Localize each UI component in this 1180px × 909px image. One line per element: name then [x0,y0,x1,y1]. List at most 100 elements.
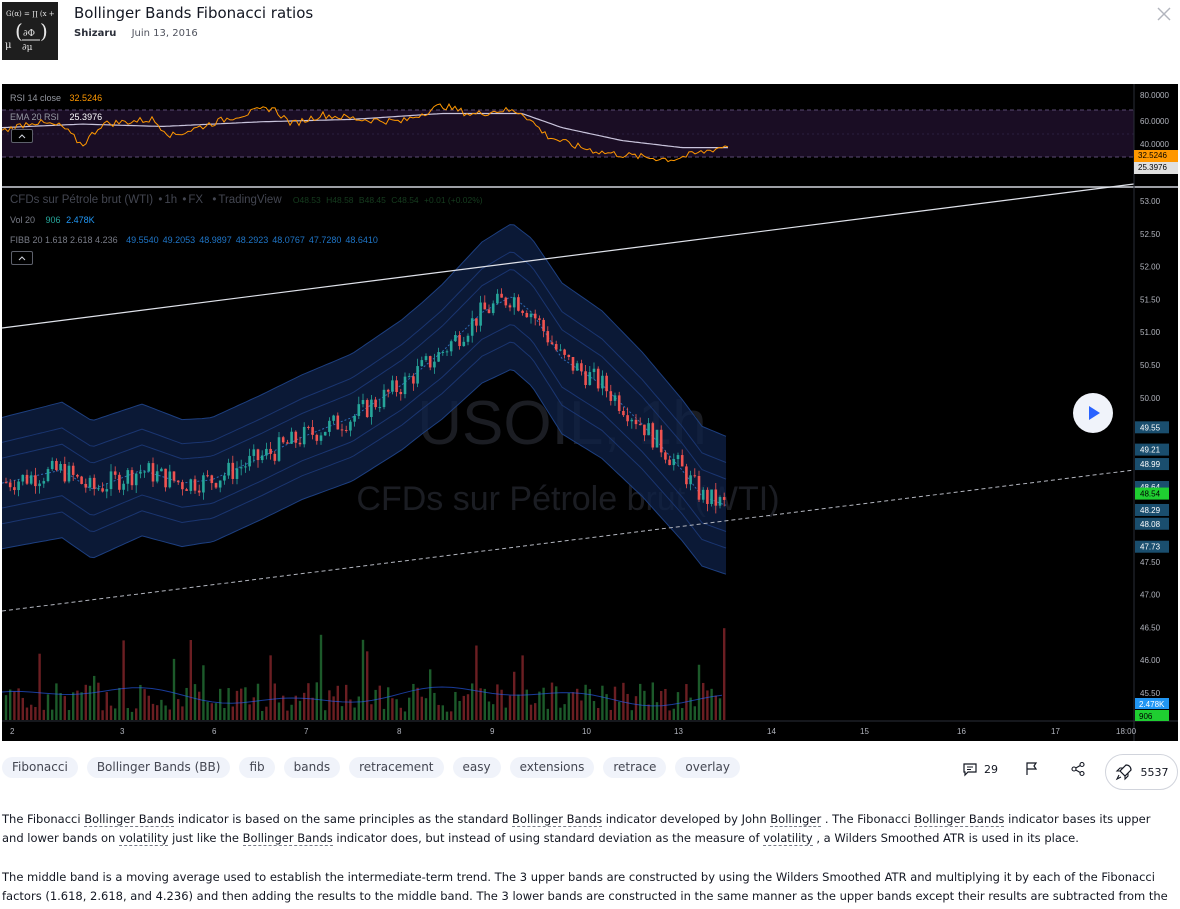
volume-bar [17,688,20,720]
keyword-link[interactable]: volatility [118,831,169,846]
volume-bar [122,640,125,720]
tag-item[interactable]: bands [283,757,341,778]
trendline-upper [2,183,1135,329]
candle-body [374,399,377,408]
candle-body [441,351,445,353]
candle-body [567,354,571,357]
volume-bar [546,708,549,720]
candle-body [328,420,331,432]
close-icon [1157,7,1171,21]
tag-item[interactable]: extensions [509,757,595,778]
keyword-link[interactable]: Bollinger Bands [512,812,603,827]
volume-bar [97,682,100,720]
report-button[interactable] [1024,756,1040,782]
volume-bar [584,684,587,720]
candle-body [416,366,419,384]
volume-bar [164,705,167,720]
play-icon [1089,406,1100,420]
volume-bar [126,707,129,720]
candle-body [84,483,88,488]
volume-bar [647,704,650,720]
candle-body [512,297,516,308]
band-lines [2,224,727,575]
volume-bar [601,685,604,720]
price-axis-label: 47.00 [1140,591,1161,600]
play-button[interactable] [1073,393,1113,433]
candle-body [206,475,209,477]
candle-body [134,473,138,486]
fibb-legend: FIBB 20 1.618 2.618 4.236 49.5540 49.2053… [10,235,382,245]
boost-button[interactable]: 5537 [1105,754,1178,790]
rsi-collapse-button[interactable] [11,129,33,143]
author-avatar[interactable]: G(α) = ∏ (x + μ ( ∂Φ ∂μ ) [2,2,58,60]
candle-body [302,426,306,445]
candle-body [181,482,184,490]
volume-bar [160,699,163,720]
author-name[interactable]: Shizaru [74,28,117,39]
tag-item[interactable]: retracement [349,757,444,778]
volume-bar [630,710,633,720]
volume-bar [399,707,402,720]
chart-snapshot[interactable]: USOIL, 1h CFDs sur Pétrole brut (WTI) 53… [2,84,1178,741]
candle-body [46,469,50,482]
time-axis-label: 17 [1051,727,1060,736]
candle-body [55,460,58,471]
volume-bar [21,697,24,720]
candle-body [466,335,470,342]
fib-band-line [2,269,727,480]
volume-bar [210,703,213,720]
candle-body [651,423,655,448]
volume-bar [290,704,293,720]
price-badge-label: 48.64 [1140,483,1161,492]
price-axis-label: 50.50 [1140,361,1161,370]
keyword-link[interactable]: Bollinger Bands [242,831,333,846]
volume-legend: Vol 20 906 2.478K [10,215,95,225]
volume-bar [72,692,75,720]
candle-body [286,442,289,444]
volume-bar [324,710,327,720]
keyword-link[interactable]: Bollinger Bands [914,812,1005,827]
keyword-link[interactable]: Bollinger [770,812,822,827]
description-text: . The Fibonacci [821,812,915,826]
volume-bar [93,675,96,720]
tag-item[interactable]: Fibonacci [2,757,78,778]
keyword-link[interactable]: Bollinger Bands [84,812,175,827]
candle-body [643,424,646,436]
close-button[interactable] [1152,2,1176,26]
comments-button[interactable]: 29 [962,756,998,782]
price-badge [1135,458,1169,471]
tag-item[interactable]: Bollinger Bands (BB) [86,757,231,778]
candle-body [454,334,457,342]
candle-body [189,479,193,491]
volume-bar [80,692,83,720]
rsi-value-badge: 32.5246 [1134,150,1178,162]
candle-body [601,375,604,389]
share-button[interactable] [1070,756,1086,782]
candle-body [126,470,130,484]
candle-body [630,419,634,422]
volume-bar [9,689,12,720]
price-axis-label: 52.50 [1140,230,1161,239]
candle-body [399,391,403,395]
volume-bar [34,706,37,720]
tag-item[interactable]: retrace [603,757,667,778]
tag-item[interactable]: fib [239,757,275,778]
volume-bar [420,696,423,720]
tag-item[interactable]: overlay [675,757,740,778]
tag-item[interactable]: easy [452,757,501,778]
description-text: indicator developed by John [602,812,771,826]
volume-bar [261,710,264,720]
keyword-link[interactable]: volatility [763,831,813,846]
candle-body [714,489,718,506]
candle-body [357,404,361,416]
candle-body [445,351,449,353]
candle-body [71,465,75,475]
candle-body [672,459,676,466]
rocket-icon [1115,764,1132,781]
volume-bar [185,687,188,720]
svg-text:(: ( [15,19,23,43]
candle-body [336,415,340,430]
volume-bar [622,682,625,720]
price-collapse-button[interactable] [11,251,33,265]
volume-bar [563,704,566,720]
